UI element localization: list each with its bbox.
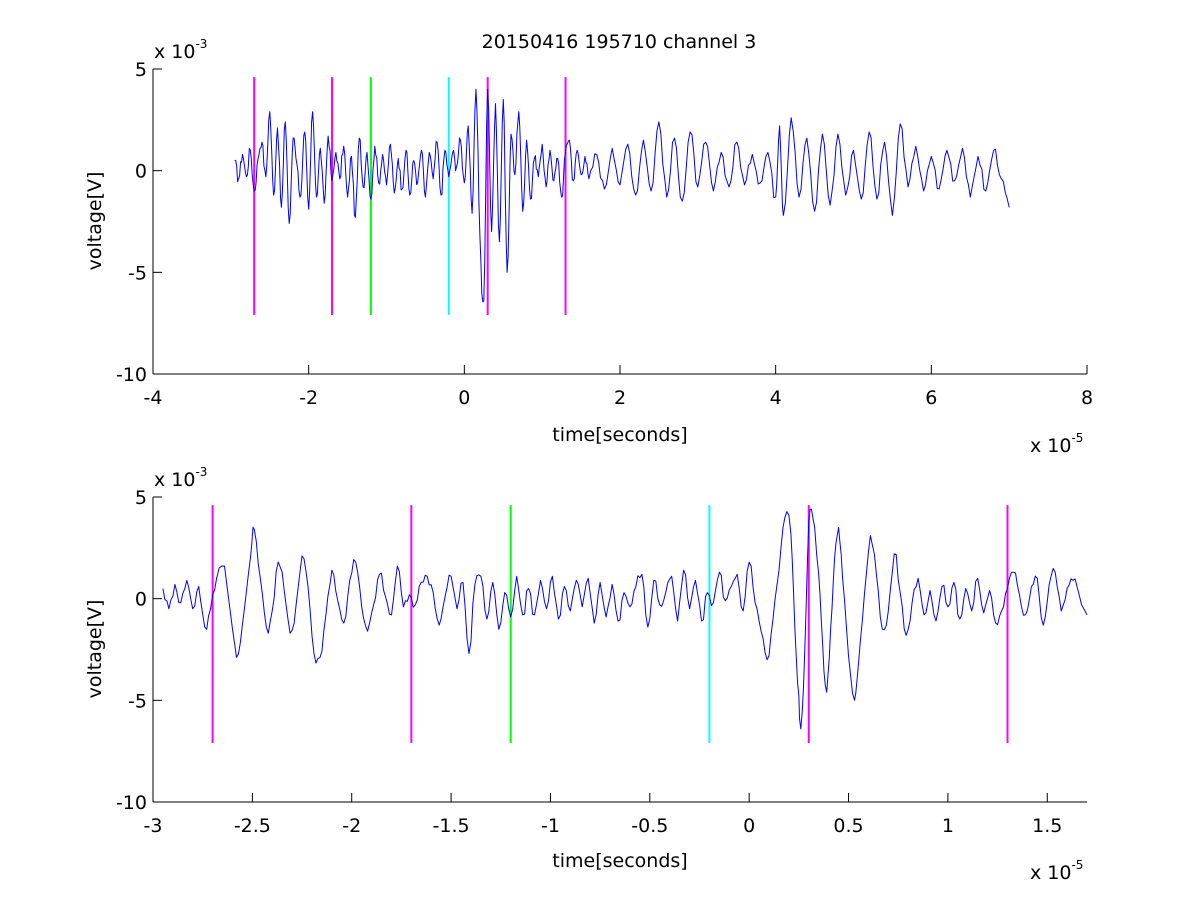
bottom-plot-xtick-label-0: -3 <box>144 815 163 837</box>
bottom-plot-ticks: -3 -2.5 -2 -1.5 -1 -0.5 0 0.5 1 1.5 -10 -5 0 5 <box>116 487 1062 837</box>
bottom-plot-axes <box>152 497 1087 803</box>
top-plot-ytick-label-0: -10 <box>116 364 147 386</box>
bottom-plot-xtick-label-6: 0 <box>743 815 755 837</box>
bottom-plot-ytick-label-3: 5 <box>135 487 147 509</box>
top-plot-x-exponent-power: -5 <box>1071 431 1083 445</box>
figure-title: 20150416 195710 channel 3 <box>482 31 757 53</box>
top-plot-xtick-label-4: 4 <box>770 387 782 409</box>
bottom-plot-ytick-label-0: -10 <box>116 792 147 814</box>
bottom-plot-xtick-label-9: 1.5 <box>1032 815 1062 837</box>
top-plot-ticks: -4 -2 0 2 4 6 8 -10 -5 0 5 <box>116 59 1093 409</box>
bottom-plot-xtick-label-2: -2 <box>342 815 361 837</box>
top-plot-signal <box>234 88 1010 303</box>
bottom-plot-ytick-label-2: 0 <box>135 589 147 611</box>
top-plot: -4 -2 0 2 4 6 8 -10 -5 0 5 time[seconds] voltage[V… <box>84 37 1093 457</box>
bottom-plot-xtick-label-3: -1.5 <box>433 815 470 837</box>
bottom-plot-ytick-label-1: -5 <box>128 690 147 712</box>
top-plot-xtick-label-2: 0 <box>458 387 470 409</box>
bottom-plot-xlabel: time[seconds] <box>552 850 687 872</box>
top-plot-xtick-label-5: 6 <box>925 387 937 409</box>
bottom-plot-xtick-label-5: -0.5 <box>631 815 668 837</box>
bottom-plot-xtick-label-7: 0.5 <box>833 815 863 837</box>
bottom-plot-xtick-label-1: -2.5 <box>234 815 271 837</box>
top-plot-x-exponent-base: x 10 <box>1030 435 1071 457</box>
bottom-plot-area <box>153 497 1087 802</box>
top-plot-y-exponent: x 10-3 <box>154 37 207 63</box>
bottom-plot-x-exponent: x 10-5 <box>1030 858 1083 884</box>
top-plot-area <box>153 69 1087 374</box>
bottom-plot-y-exponent: x 10-3 <box>154 465 207 491</box>
top-plot-x-exponent: x 10-5 <box>1030 431 1083 457</box>
bottom-plot-markers <box>211 505 1009 744</box>
top-plot-ytick-label-2: 0 <box>135 161 147 183</box>
top-plot-markers <box>253 77 567 316</box>
bottom-plot-x-exponent-base: x 10 <box>1030 862 1071 884</box>
bottom-plot-ylabel: voltage[V] <box>84 600 106 699</box>
top-plot-xlabel: time[seconds] <box>552 424 687 446</box>
top-plot-y-exponent-power: -3 <box>195 37 207 51</box>
bottom-plot-signal <box>162 508 1088 730</box>
top-plot-xtick-label-3: 2 <box>614 387 626 409</box>
bottom-plot-x-exponent-power: -5 <box>1071 858 1083 872</box>
bottom-plot-y-exponent-base: x 10 <box>154 469 195 491</box>
top-plot-series-0 <box>234 88 1010 303</box>
bottom-plot-xtick-label-4: -1 <box>541 815 560 837</box>
top-plot-xtick-label-6: 8 <box>1081 387 1093 409</box>
bottom-plot-xtick-label-8: 1 <box>942 815 954 837</box>
top-plot-xtick-label-0: -4 <box>144 387 163 409</box>
top-plot-ytick-label-3: 5 <box>135 59 147 81</box>
bottom-plot-series-0 <box>162 508 1088 730</box>
top-plot-ytick-label-1: -5 <box>128 262 147 284</box>
top-plot-y-exponent-base: x 10 <box>154 41 195 63</box>
top-plot-xtick-label-1: -2 <box>299 387 318 409</box>
bottom-plot-y-exponent-power: -3 <box>195 465 207 479</box>
bottom-plot: -3 -2.5 -2 -1.5 -1 -0.5 0 0.5 1 1.5 -10 -5 0 5 time[s… <box>84 465 1088 884</box>
top-plot-ylabel: voltage[V] <box>84 172 106 271</box>
